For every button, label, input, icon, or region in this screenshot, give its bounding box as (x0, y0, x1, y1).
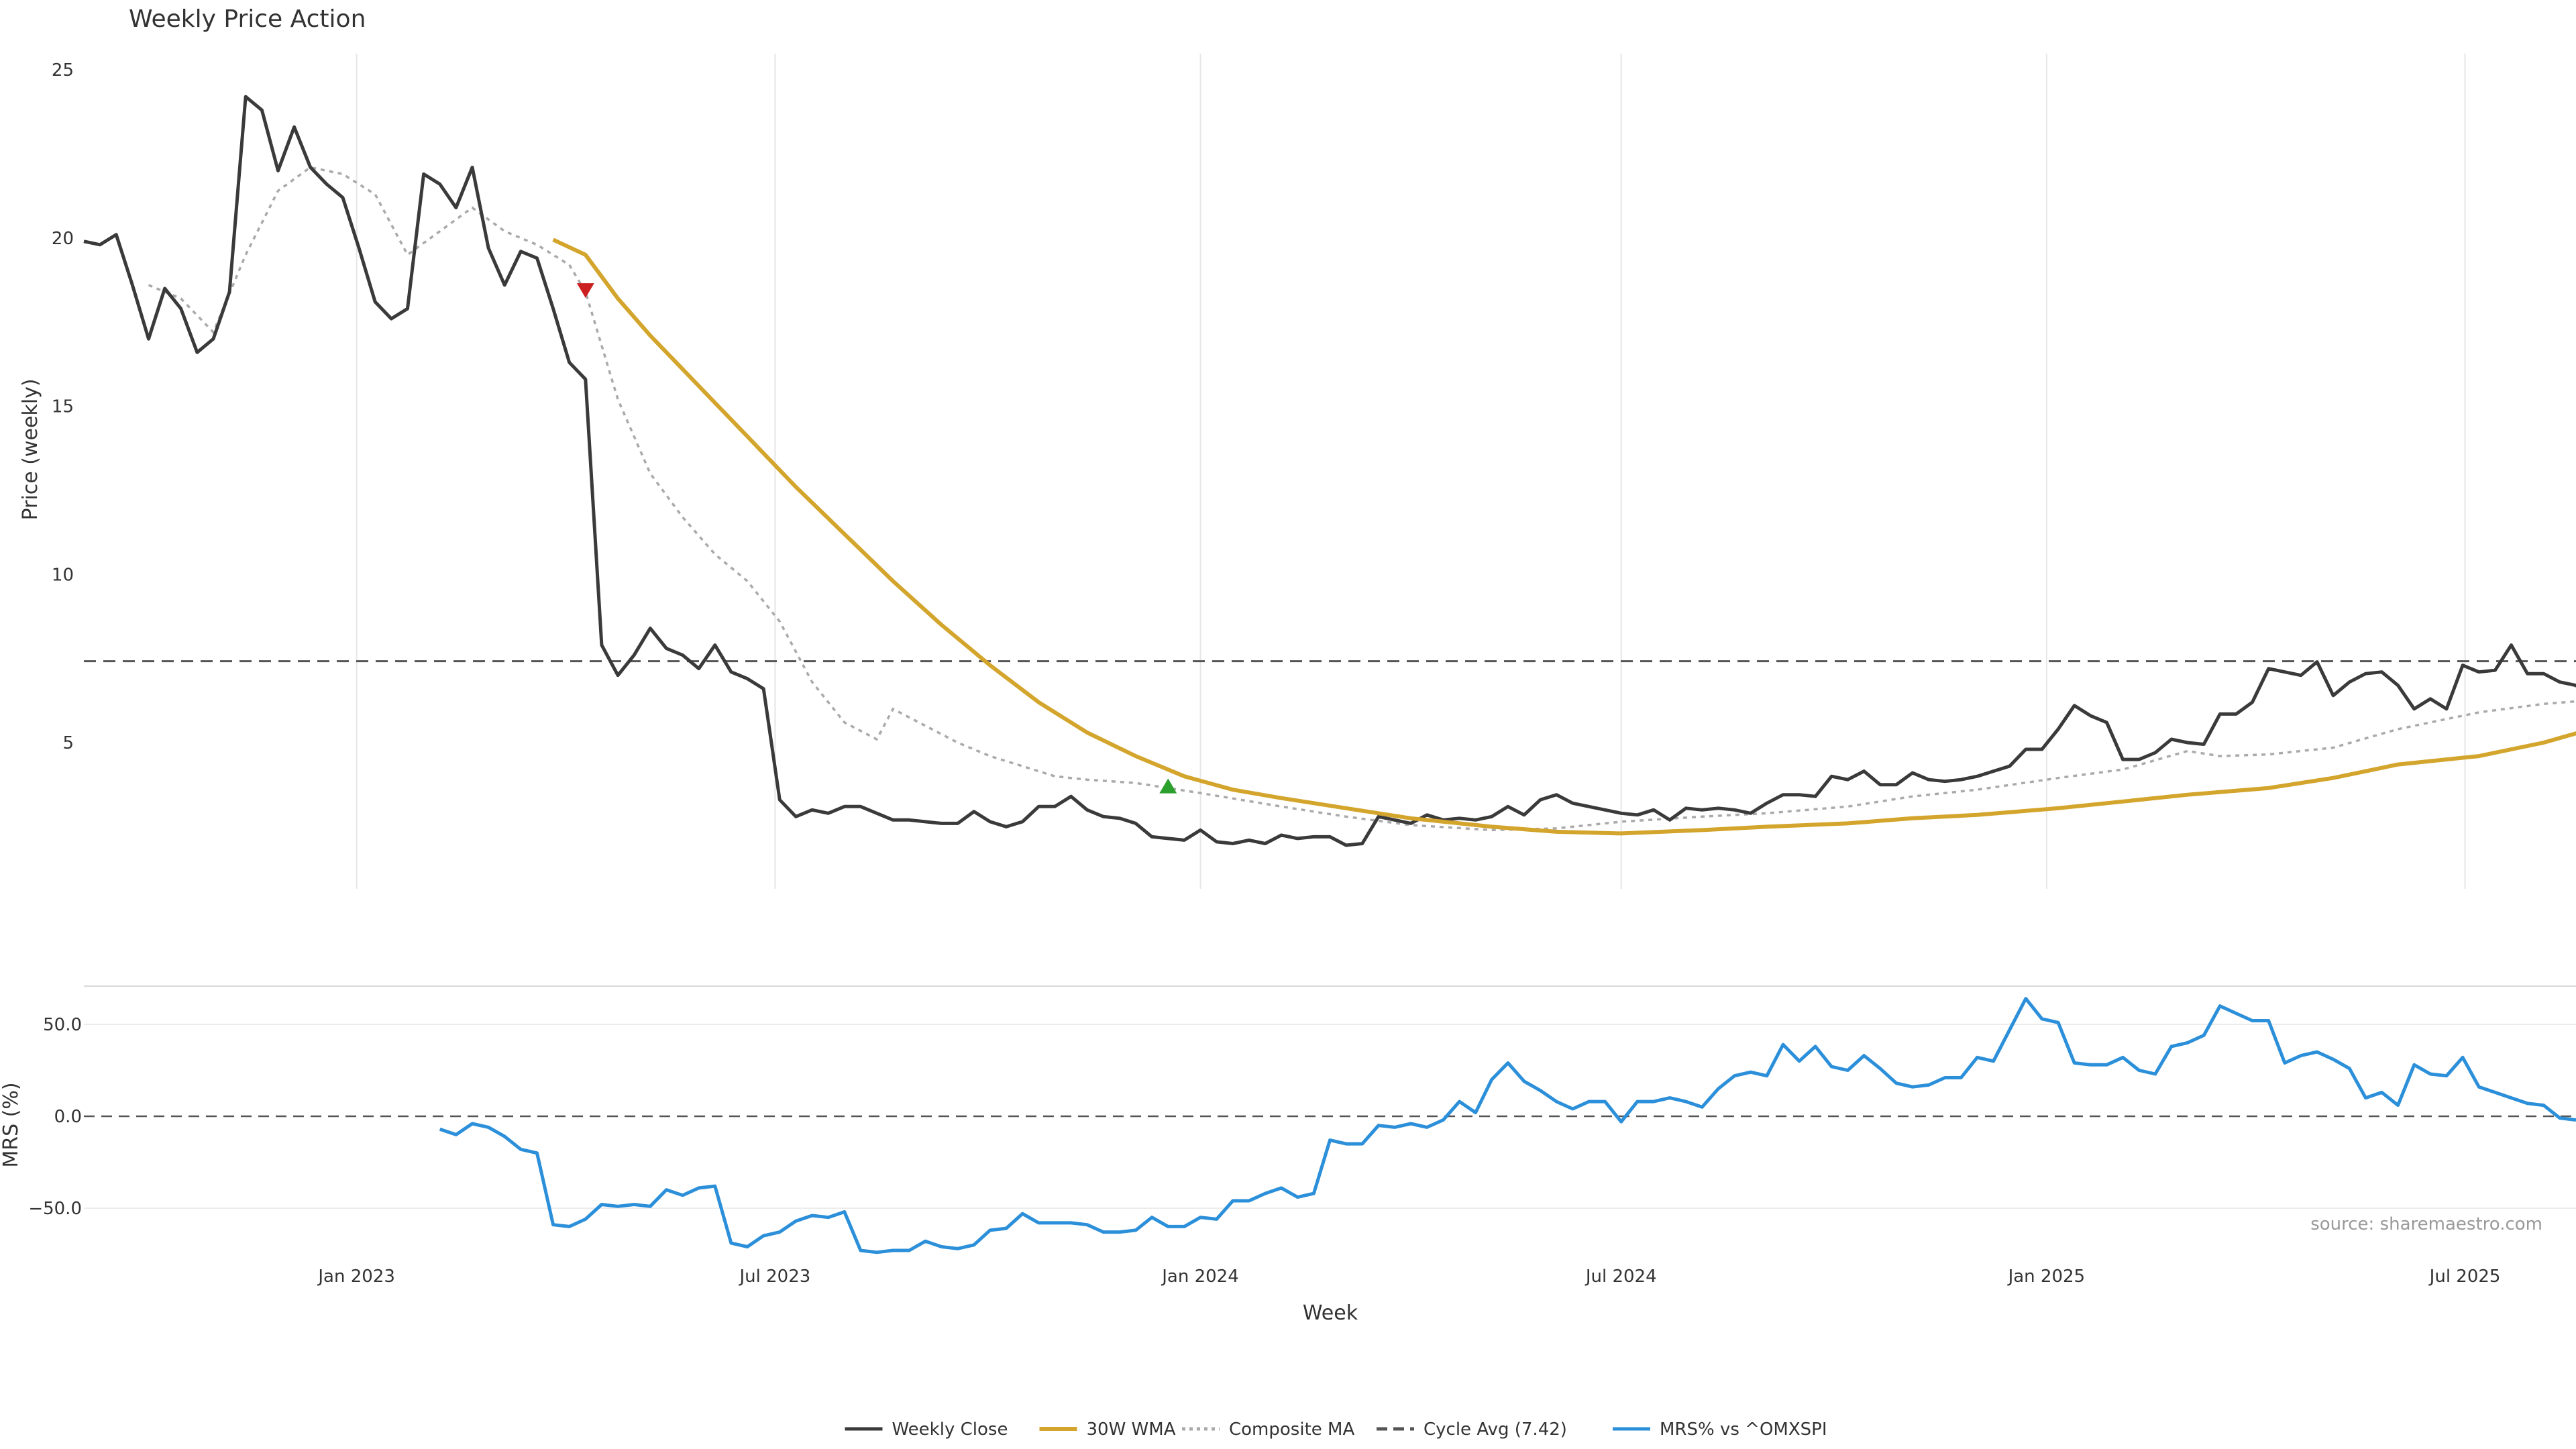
legend-item: Cycle Avg (7.42) (1377, 1419, 1567, 1440)
price-y-tick-label: 10 (52, 565, 74, 585)
price-y-axis: 5 10 15 20 25 (52, 60, 74, 753)
price-y-tick-label: 15 (52, 397, 74, 417)
mrs-line (439, 997, 2576, 1254)
legend-label: Composite MA (1229, 1419, 1354, 1440)
mrs-y-tick-label: −50.0 (28, 1199, 82, 1219)
legend-label: MRS% vs ^OMXSPI (1660, 1419, 1827, 1440)
source-label: source: sharemaestro.com (2310, 1214, 2542, 1234)
legend-item: Weekly Close (845, 1419, 1008, 1440)
composite-ma-line (148, 166, 2576, 832)
legend: Weekly Close 30W WMA Composite MA Cycle Avg… (845, 1419, 1827, 1440)
price-y-axis-title: Price (weekly) (19, 378, 42, 520)
x-tick-label: Jul 2024 (1585, 1267, 1657, 1287)
legend-label: Weekly Close (892, 1419, 1008, 1440)
x-axis: Jan 2023 Jul 2023 Jan 2024 Jul 2024 Jan 2025… (317, 1267, 2500, 1287)
mrs-y-tick-label: 50.0 (43, 1015, 82, 1035)
legend-label: Cycle Avg (7.42) (1424, 1419, 1567, 1440)
buy-signal-marker (1159, 778, 1177, 794)
x-tick-label: Jul 2023 (739, 1267, 811, 1287)
mrs-panel-grid (84, 985, 2576, 1209)
legend-item: MRS% vs ^OMXSPI (1613, 1419, 1827, 1440)
wma-30w-line (552, 237, 2576, 836)
x-tick-label: Jul 2025 (2428, 1267, 2501, 1287)
price-panel-grid (356, 54, 2466, 889)
mrs-panel-series (84, 997, 2576, 1254)
price-y-tick-label: 5 (62, 733, 74, 753)
weekly-close-line (83, 95, 2576, 847)
legend-label: 30W WMA (1087, 1419, 1176, 1440)
price-y-tick-label: 25 (52, 60, 74, 80)
legend-item: Composite MA (1182, 1419, 1354, 1440)
mrs-y-axis: −50.0 0.0 50.0 (28, 1015, 82, 1219)
mrs-y-axis-title: MRS (%) (0, 1082, 23, 1167)
mrs-y-tick-label: 0.0 (54, 1107, 82, 1127)
x-tick-label: Jan 2023 (317, 1267, 395, 1287)
x-tick-label: Jan 2025 (2007, 1267, 2086, 1287)
x-axis-title: Week (1303, 1301, 1358, 1325)
legend-item: 30W WMA (1039, 1419, 1176, 1440)
price-panel-series (83, 95, 2576, 847)
chart-title: Weekly Price Action (129, 5, 366, 33)
price-y-tick-label: 20 (52, 229, 74, 249)
sell-signal-marker (576, 283, 594, 299)
x-tick-label: Jan 2024 (1161, 1267, 1239, 1287)
